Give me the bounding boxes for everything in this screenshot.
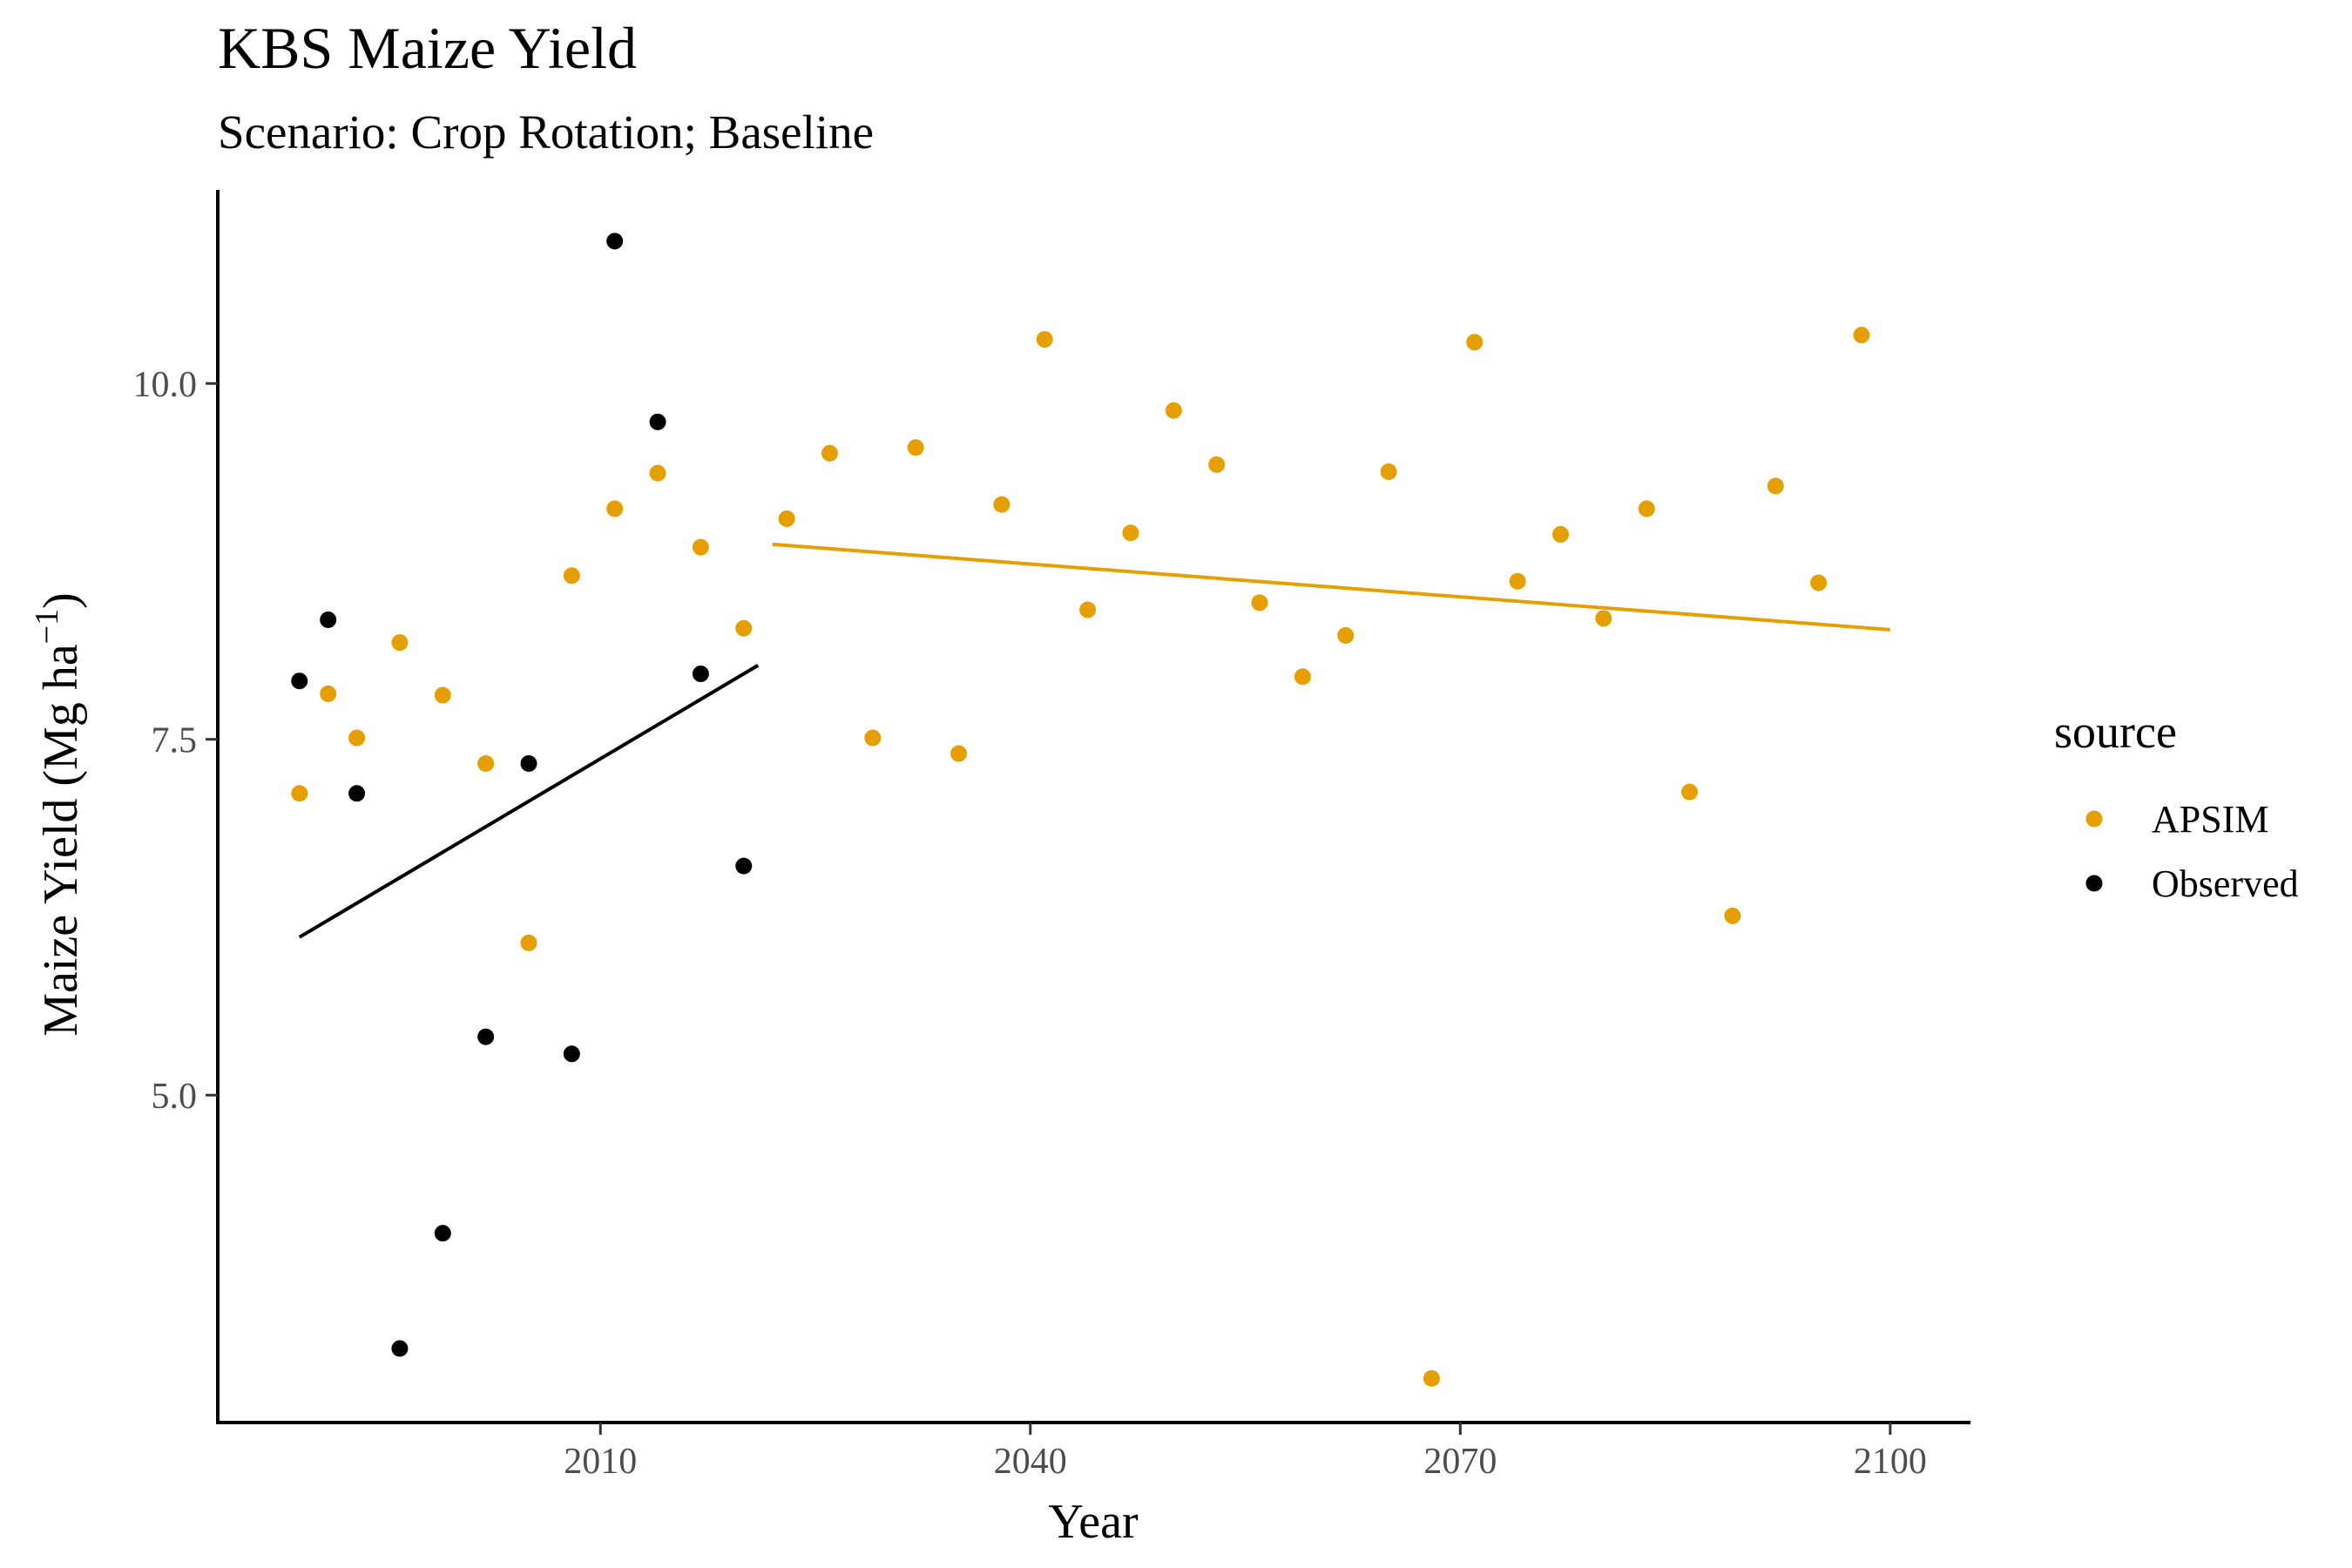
- data-point-observed: [477, 1028, 495, 1045]
- legend-title: source: [2054, 706, 2177, 758]
- data-point-observed: [649, 413, 666, 430]
- data-point-apsim: [1079, 601, 1097, 618]
- data-point-apsim: [606, 500, 624, 517]
- data-point-apsim: [1681, 783, 1699, 801]
- data-point-observed: [606, 233, 624, 250]
- data-point-apsim: [692, 538, 709, 556]
- data-point-apsim: [864, 729, 882, 747]
- y-axis-title-close: ): [34, 592, 88, 609]
- data-point-apsim: [1810, 574, 1828, 591]
- legend-items: APSIM Observed: [2085, 798, 2299, 905]
- data-point-apsim: [520, 934, 537, 951]
- y-tick-label: 10.0: [133, 365, 198, 405]
- data-point-apsim: [950, 745, 968, 762]
- trendline-apsim: [772, 542, 1891, 632]
- point-layer: [291, 233, 1870, 1387]
- x-tick-label: 2040: [994, 1442, 1067, 1482]
- data-point-observed: [391, 1340, 409, 1357]
- data-point-observed: [291, 672, 308, 690]
- data-point-apsim: [1509, 572, 1526, 590]
- chart-title: KBS Maize Yield: [218, 15, 637, 81]
- data-point-apsim: [1165, 402, 1182, 419]
- data-point-observed: [692, 666, 709, 683]
- data-point-apsim: [1638, 500, 1655, 517]
- data-point-apsim: [348, 729, 366, 747]
- data-point-apsim: [735, 619, 753, 637]
- data-point-apsim: [1595, 610, 1612, 627]
- data-point-apsim: [1294, 668, 1311, 686]
- data-point-observed: [563, 1045, 580, 1063]
- data-point-apsim: [1724, 907, 1741, 924]
- y-tick-label: 7.5: [152, 721, 198, 761]
- data-point-apsim: [1036, 331, 1053, 348]
- chart-subtitle: Scenario: Crop Rotation; Baseline: [218, 105, 874, 159]
- data-point-observed: [348, 785, 366, 802]
- legend-label-apsim: APSIM: [2152, 798, 2269, 841]
- legend-label-observed: Observed: [2152, 862, 2299, 905]
- data-point-apsim: [821, 444, 838, 462]
- data-point-apsim: [778, 510, 795, 527]
- y-axis-ticks: 5.0 7.5 10.0: [133, 365, 218, 1117]
- x-tick-label: 2010: [564, 1442, 637, 1482]
- data-point-observed: [520, 754, 537, 772]
- trendline-observed: [298, 664, 760, 939]
- x-tick-label: 2100: [1854, 1442, 1927, 1482]
- y-axis-title-superscript: −1: [29, 609, 65, 644]
- data-point-apsim: [1251, 594, 1268, 612]
- data-point-observed: [434, 1225, 451, 1242]
- axes: 2010 2040 2070 2100 5.0 7.5 10.0: [133, 190, 1970, 1482]
- legend-key-observed: [2085, 875, 2103, 892]
- data-point-apsim: [1853, 327, 1870, 344]
- data-point-apsim: [1466, 334, 1484, 351]
- data-point-apsim: [1767, 477, 1784, 495]
- legend: source APSIM Observed: [2054, 706, 2299, 905]
- data-point-apsim: [1208, 456, 1226, 473]
- data-point-apsim: [391, 634, 409, 652]
- series-observed: [291, 233, 753, 1357]
- y-axis-title: Maize Yield (Mg ha−1): [29, 592, 88, 1037]
- x-axis-ticks: 2010 2040 2070 2100: [564, 1423, 1927, 1482]
- data-point-apsim: [1337, 626, 1355, 644]
- data-point-apsim: [1380, 463, 1397, 481]
- data-point-apsim: [649, 464, 666, 482]
- data-point-apsim: [434, 686, 451, 704]
- data-point-observed: [320, 611, 337, 628]
- data-point-apsim: [1423, 1369, 1440, 1387]
- data-point-apsim: [291, 785, 308, 802]
- data-point-apsim: [907, 439, 924, 456]
- trendline-layer: [298, 542, 1891, 939]
- legend-key-apsim: [2085, 810, 2103, 828]
- data-point-apsim: [993, 496, 1010, 513]
- x-tick-label: 2070: [1423, 1442, 1497, 1482]
- series-apsim: [291, 327, 1870, 1387]
- data-point-apsim: [320, 685, 337, 702]
- data-point-apsim: [1122, 524, 1139, 542]
- data-point-apsim: [1551, 525, 1569, 543]
- data-point-apsim: [477, 754, 495, 772]
- y-axis-title-main: Maize Yield (Mg ha: [34, 644, 88, 1037]
- data-point-observed: [735, 857, 753, 875]
- x-axis-title: Year: [1048, 1495, 1139, 1549]
- data-point-apsim: [563, 567, 580, 585]
- plot-panel: [291, 233, 1891, 1387]
- y-tick-label: 5.0: [152, 1077, 198, 1117]
